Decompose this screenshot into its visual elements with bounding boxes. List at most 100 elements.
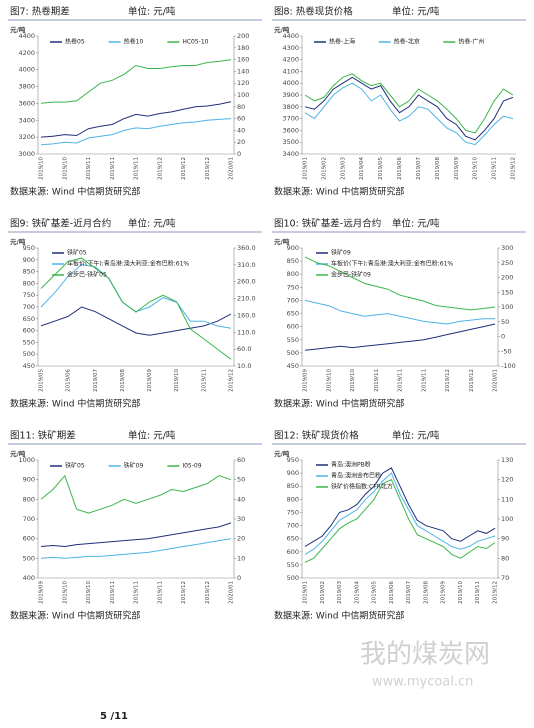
y-tick-label: 700 [23, 515, 35, 523]
y-tick-label: 650 [23, 315, 35, 323]
x-tick-label: 2019/06 [66, 369, 72, 392]
y-tick-label: 40 [237, 495, 245, 503]
x-tick-label: 2019/01 [303, 157, 309, 180]
y-tick-label: 650 [287, 310, 299, 318]
x-tick-label: 2019/08 [423, 581, 429, 604]
y-tick-label: 3000 [18, 150, 35, 158]
y-tick-label: 750 [287, 508, 299, 516]
y-tick-label: 3800 [18, 83, 35, 91]
x-tick-label: 2019/01 [303, 581, 309, 604]
legend-label: 铁矿09 [331, 249, 351, 257]
x-tick-label: 2020/01 [229, 581, 235, 604]
x-tick-label: 2019/11 [134, 581, 140, 604]
x-tick-label: 2019/10 [326, 369, 332, 392]
y-tick-label: 60.0 [237, 345, 251, 353]
x-tick-label: 2019/08 [435, 157, 441, 180]
legend-label: HC05-10 [182, 39, 208, 46]
figure-unit: 单位: 元/吨 [128, 6, 176, 18]
x-tick-label: 2019/12 [493, 581, 499, 604]
y-tick-label: 550 [287, 336, 299, 344]
y-tick-label: 600 [287, 323, 299, 331]
y-tick-label: 900 [23, 256, 35, 264]
x-tick-label: 2019/11 [86, 157, 92, 180]
y-tick-label: 150 [501, 288, 513, 296]
x-tick-label: 2019/09 [303, 369, 309, 392]
y-tick-label: 10.0 [237, 362, 251, 370]
legend-label: 热卷-上海 [329, 38, 355, 46]
y-tick-label: 850 [287, 482, 299, 490]
y-tick-label: 3400 [282, 150, 299, 158]
y-tick-label: 500 [23, 554, 35, 562]
y-tick-label: 600 [23, 535, 35, 543]
y-tick-label: 3200 [18, 133, 35, 141]
y-tick-label: 800 [287, 270, 299, 278]
x-tick-label: 2019/07 [406, 581, 412, 604]
y-axis-label: 元/吨 [10, 449, 26, 458]
y-tick-label: 3800 [282, 103, 299, 111]
y-tick-label: 0 [237, 150, 241, 158]
x-tick-label: 2019/03 [340, 157, 346, 180]
figure-unit: 单位: 元/吨 [392, 6, 440, 18]
x-tick-label: 2019/11 [110, 581, 116, 604]
y-tick-label: 600 [23, 327, 35, 335]
y-tick-label: 20 [237, 535, 245, 543]
y-axis-label: 元/吨 [274, 25, 290, 34]
x-tick-label: 2019/05 [39, 369, 45, 392]
y-tick-label: 130 [501, 456, 513, 464]
y-tick-label: 3900 [282, 91, 299, 99]
series-line [304, 467, 496, 547]
x-tick-label: 2019/10 [39, 157, 45, 180]
y-tick-label: 110.0 [237, 328, 256, 336]
y-axis-label: 元/吨 [274, 449, 290, 458]
x-tick-label: 2019/11 [492, 157, 498, 180]
y-tick-label: 180 [237, 44, 249, 52]
y-tick-label: 4100 [282, 67, 299, 75]
y-tick-label: 4400 [282, 32, 299, 40]
y-tick-label: 60 [237, 115, 245, 123]
y-axis-label: 元/吨 [10, 237, 26, 246]
figure-title: 图8: 热卷现货价格 [274, 6, 353, 18]
source: 数据来源: Wind 中信期货研究部 [274, 610, 404, 622]
figure-title: 图7: 热卷期差 [10, 6, 70, 18]
y-tick-label: 550 [23, 338, 35, 346]
y-tick-label: 50 [237, 476, 245, 484]
y-tick-label: 4300 [282, 44, 299, 52]
y-tick-label: 200 [237, 32, 249, 40]
x-tick-label: 2019/12 [205, 581, 211, 604]
source: 数据来源: Wind 中信期货研究部 [274, 186, 404, 198]
figure-unit: 单位: 元/吨 [392, 430, 440, 442]
figure-unit: 单位: 元/吨 [392, 218, 440, 230]
series-line [304, 472, 496, 555]
y-tick-label: 450 [287, 362, 299, 370]
y-tick-label: 3600 [18, 99, 35, 107]
y-tick-label: 160 [237, 56, 249, 64]
x-tick-label: 2019/02 [320, 581, 326, 604]
x-tick-label: 2020/01 [229, 157, 235, 180]
y-tick-label: 900 [287, 244, 299, 252]
y-axis-label: 元/吨 [10, 25, 26, 34]
x-tick-label: 2019/12 [205, 157, 211, 180]
y-tick-label: 1000 [18, 456, 35, 464]
y-tick-label: 140 [237, 67, 249, 75]
figure-title: 图10: 铁矿基差-远月合约 [274, 218, 381, 230]
series-line [40, 118, 232, 146]
y-tick-label: 360.0 [237, 244, 256, 252]
x-tick-label: 2019/02 [321, 157, 327, 180]
x-tick-label: 2019/09 [441, 581, 447, 604]
y-tick-label: 4000 [18, 66, 35, 74]
y-tick-label: 80 [237, 103, 245, 111]
x-tick-label: 2019/12 [229, 369, 235, 392]
y-tick-label: 850 [23, 268, 35, 276]
y-tick-label: 3400 [18, 116, 35, 124]
watermark-url: www.mycoal.cn [372, 675, 473, 690]
series-line [40, 538, 232, 559]
figure-unit: 单位: 元/吨 [128, 218, 176, 230]
y-tick-label: 90 [501, 535, 509, 543]
legend-label: 金步巴-铁矿09 [331, 271, 371, 279]
y-tick-label: 700 [287, 296, 299, 304]
x-tick-label: 2019/10 [174, 369, 180, 392]
y-tick-label: 3700 [282, 115, 299, 123]
y-tick-label: 160.0 [237, 311, 256, 319]
x-tick-label: 2019/04 [354, 581, 360, 604]
